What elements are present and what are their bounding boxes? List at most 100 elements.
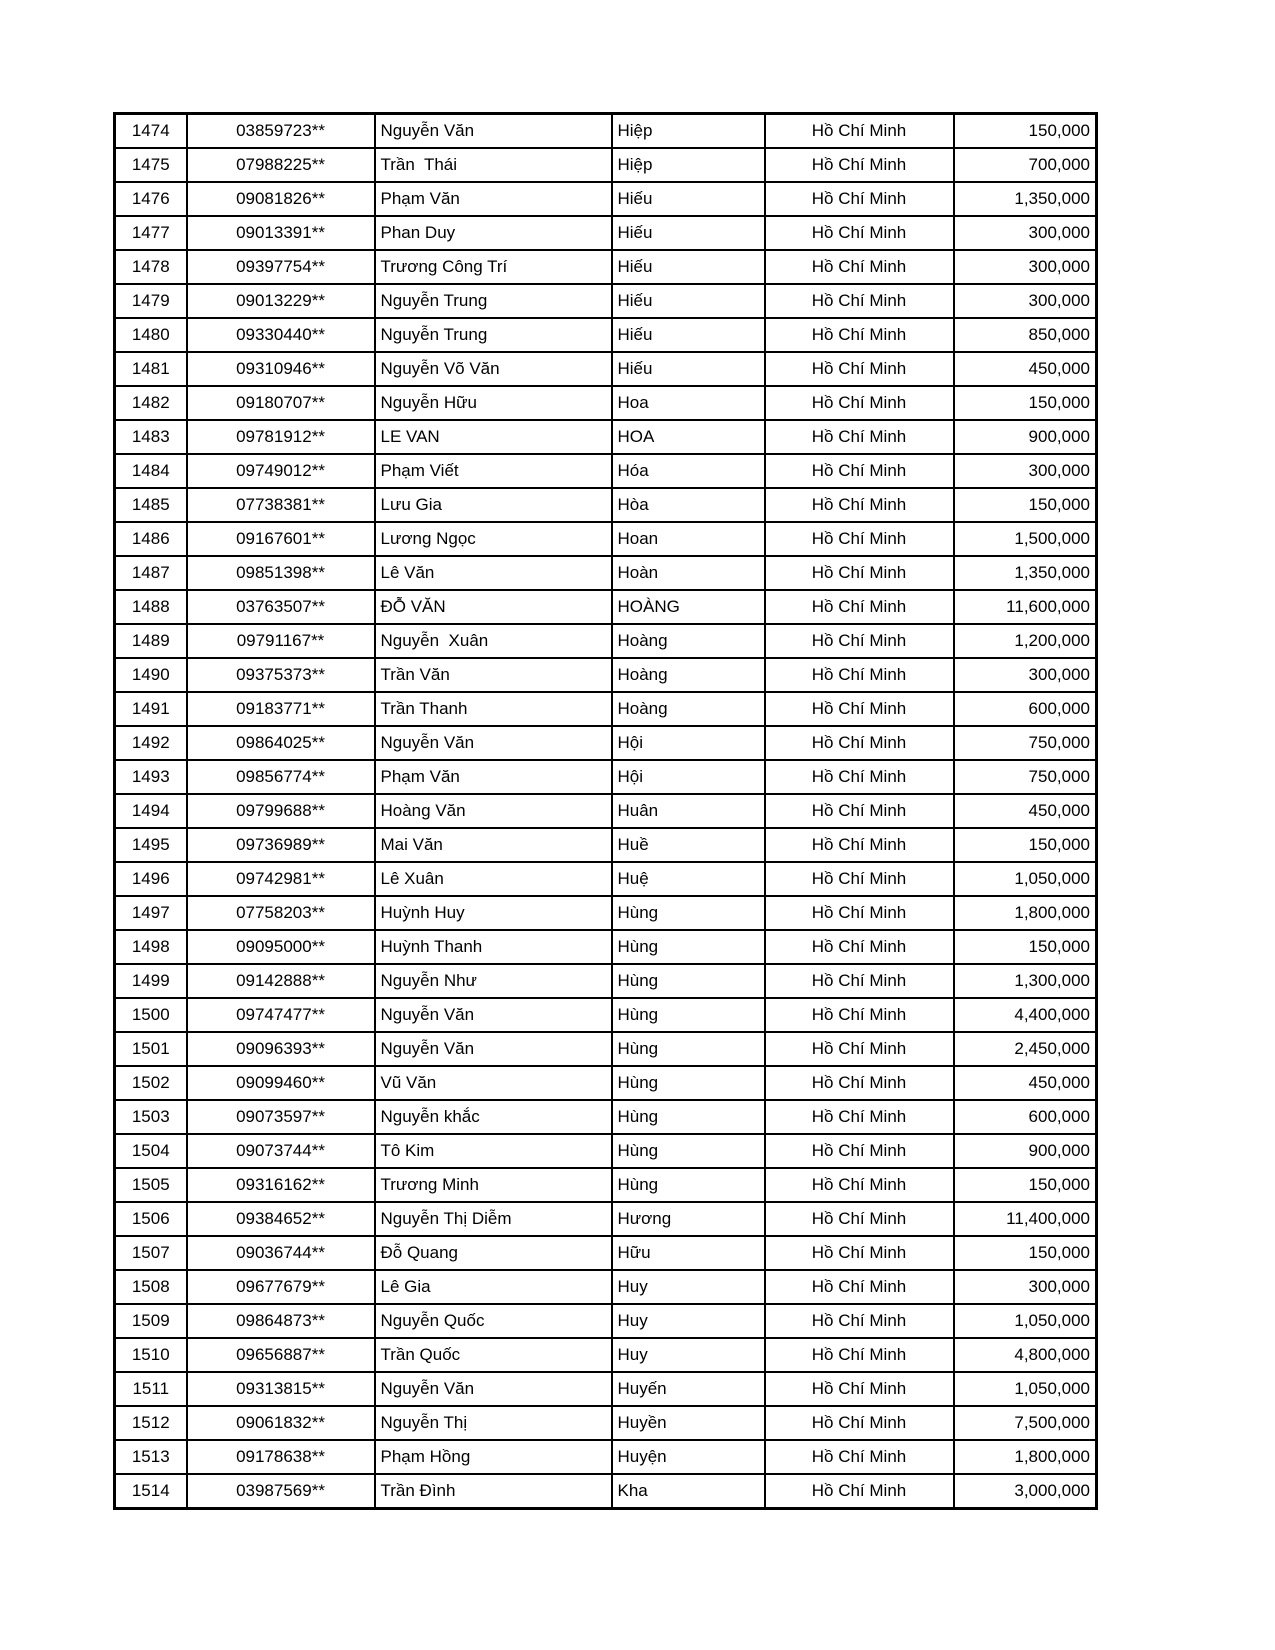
cell-phone: 09180707** <box>185 385 376 421</box>
cell-city: Hồ Chí Minh <box>763 997 955 1033</box>
table-row: 1507 09036744** Đỗ Quang Hữu Hồ Chí Minh… <box>113 1235 1098 1271</box>
table-row: 1511 09313815** Nguyễn Văn Huyến Hồ Chí … <box>113 1371 1098 1407</box>
cell-phone: 07988225** <box>185 147 376 183</box>
cell-amount: 4,400,000 <box>952 997 1098 1033</box>
cell-last-name: Hiếu <box>610 215 766 251</box>
cell-phone: 09013391** <box>185 215 376 251</box>
cell-index: 1482 <box>113 385 188 421</box>
cell-amount: 300,000 <box>952 283 1098 319</box>
cell-city: Hồ Chí Minh <box>763 1065 955 1101</box>
cell-amount: 900,000 <box>952 1133 1098 1169</box>
cell-amount: 11,400,000 <box>952 1201 1098 1237</box>
cell-last-name: Hội <box>610 759 766 795</box>
cell-city: Hồ Chí Minh <box>763 1269 955 1305</box>
cell-index: 1506 <box>113 1201 188 1237</box>
cell-amount: 1,350,000 <box>952 555 1098 591</box>
cell-phone: 09656887** <box>185 1337 376 1373</box>
cell-last-name: Hiếu <box>610 249 766 285</box>
cell-first-name: Trần Thái <box>373 147 613 183</box>
table-row: 1505 09316162** Trương Minh Hùng Hồ Chí … <box>113 1167 1098 1203</box>
cell-first-name: Nguyễn Văn <box>373 112 613 149</box>
cell-city: Hồ Chí Minh <box>763 1439 955 1475</box>
cell-index: 1489 <box>113 623 188 659</box>
cell-index: 1505 <box>113 1167 188 1203</box>
cell-first-name: Nguyễn khắc <box>373 1099 613 1135</box>
cell-city: Hồ Chí Minh <box>763 1201 955 1237</box>
cell-amount: 850,000 <box>952 317 1098 353</box>
cell-first-name: Mai Văn <box>373 827 613 863</box>
cell-last-name: Hóa <box>610 453 766 489</box>
cell-phone: 09178638** <box>185 1439 376 1475</box>
cell-amount: 1,800,000 <box>952 895 1098 931</box>
cell-last-name: Hùng <box>610 1031 766 1067</box>
cell-city: Hồ Chí Minh <box>763 1303 955 1339</box>
cell-first-name: Hoàng Văn <box>373 793 613 829</box>
cell-phone: 09099460** <box>185 1065 376 1101</box>
cell-phone: 09851398** <box>185 555 376 591</box>
cell-amount: 150,000 <box>952 112 1098 149</box>
table-row: 1484 09749012** Phạm Viết Hóa Hồ Chí Min… <box>113 453 1098 489</box>
cell-first-name: Nguyễn Võ Văn <box>373 351 613 387</box>
cell-city: Hồ Chí Minh <box>763 112 955 149</box>
cell-phone: 09749012** <box>185 453 376 489</box>
cell-index: 1497 <box>113 895 188 931</box>
cell-amount: 1,500,000 <box>952 521 1098 557</box>
cell-amount: 3,000,000 <box>952 1473 1098 1510</box>
cell-index: 1496 <box>113 861 188 897</box>
cell-amount: 450,000 <box>952 351 1098 387</box>
cell-first-name: Huỳnh Thanh <box>373 929 613 965</box>
cell-amount: 900,000 <box>952 419 1098 455</box>
cell-city: Hồ Chí Minh <box>763 215 955 251</box>
cell-phone: 09384652** <box>185 1201 376 1237</box>
cell-city: Hồ Chí Minh <box>763 1337 955 1373</box>
cell-index: 1476 <box>113 181 188 217</box>
cell-city: Hồ Chí Minh <box>763 861 955 897</box>
cell-index: 1490 <box>113 657 188 693</box>
table-row: 1480 09330440** Nguyễn Trung Hiếu Hồ Chí… <box>113 317 1098 353</box>
table-row: 1487 09851398** Lê Văn Hoàn Hồ Chí Minh … <box>113 555 1098 591</box>
cell-first-name: Lưu Gia <box>373 487 613 523</box>
table-row: 1477 09013391** Phan Duy Hiếu Hồ Chí Min… <box>113 215 1098 251</box>
cell-first-name: Trương Minh <box>373 1167 613 1203</box>
cell-first-name: Nguyễn Văn <box>373 1371 613 1407</box>
cell-index: 1481 <box>113 351 188 387</box>
cell-phone: 09375373** <box>185 657 376 693</box>
cell-phone: 09799688** <box>185 793 376 829</box>
cell-first-name: Lương Ngọc <box>373 521 613 557</box>
cell-first-name: Phan Duy <box>373 215 613 251</box>
cell-amount: 1,800,000 <box>952 1439 1098 1475</box>
table-row: 1483 09781912** LE VAN HOA Hồ Chí Minh 9… <box>113 419 1098 455</box>
cell-index: 1512 <box>113 1405 188 1441</box>
cell-phone: 09013229** <box>185 283 376 319</box>
cell-index: 1501 <box>113 1031 188 1067</box>
cell-city: Hồ Chí Minh <box>763 1167 955 1203</box>
cell-amount: 2,450,000 <box>952 1031 1098 1067</box>
cell-last-name: Hữu <box>610 1235 766 1271</box>
table-row: 1486 09167601** Lương Ngọc Hoan Hồ Chí M… <box>113 521 1098 557</box>
table-row: 1488 03763507** ĐỖ VĂN HOÀNG Hồ Chí Minh… <box>113 589 1098 625</box>
cell-last-name: Hùng <box>610 895 766 931</box>
cell-city: Hồ Chí Minh <box>763 555 955 591</box>
cell-city: Hồ Chí Minh <box>763 725 955 761</box>
cell-last-name: Huề <box>610 827 766 863</box>
cell-phone: 09397754** <box>185 249 376 285</box>
cell-city: Hồ Chí Minh <box>763 521 955 557</box>
cell-last-name: Huy <box>610 1303 766 1339</box>
table-row: 1497 07758203** Huỳnh Huy Hùng Hồ Chí Mi… <box>113 895 1098 931</box>
cell-city: Hồ Chí Minh <box>763 793 955 829</box>
cell-phone: 07738381** <box>185 487 376 523</box>
cell-index: 1500 <box>113 997 188 1033</box>
cell-last-name: Hương <box>610 1201 766 1237</box>
cell-last-name: Hoa <box>610 385 766 421</box>
cell-first-name: Trương Công Trí <box>373 249 613 285</box>
cell-index: 1474 <box>113 112 188 149</box>
cell-amount: 700,000 <box>952 147 1098 183</box>
cell-city: Hồ Chí Minh <box>763 929 955 965</box>
cell-amount: 300,000 <box>952 215 1098 251</box>
cell-phone: 09081826** <box>185 181 376 217</box>
cell-amount: 300,000 <box>952 657 1098 693</box>
cell-last-name: Hiệp <box>610 147 766 183</box>
cell-phone: 09856774** <box>185 759 376 795</box>
cell-last-name: Hiếu <box>610 351 766 387</box>
cell-phone: 09316162** <box>185 1167 376 1203</box>
